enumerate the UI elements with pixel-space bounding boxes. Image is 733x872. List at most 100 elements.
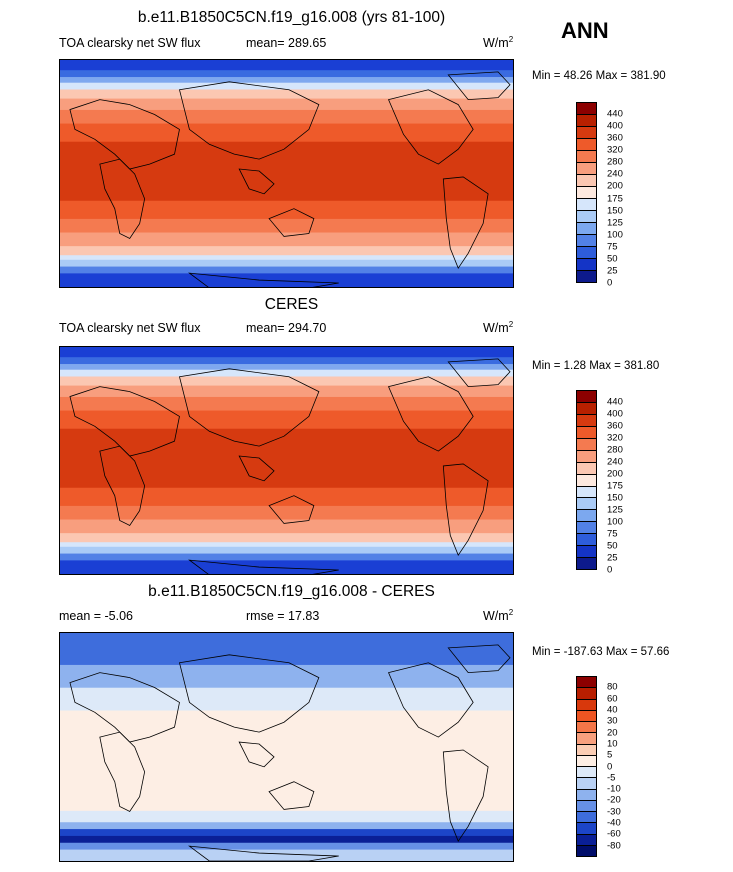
colorbar-tick-label: 440 (607, 108, 623, 120)
colorbar-swatch (577, 426, 596, 439)
panel1-units: W/m2 (483, 35, 514, 50)
map-latitude-band (60, 829, 513, 837)
colorbar-swatch (577, 677, 596, 689)
colorbar-swatch (577, 812, 596, 824)
colorbar-swatch (577, 767, 596, 779)
coastline (387, 376, 474, 452)
colorbar-swatch (577, 755, 596, 767)
coastline (178, 368, 320, 447)
coastline (387, 662, 474, 738)
panel1-minmax: Min = 48.26 Max = 381.90 (532, 70, 666, 82)
panel3-mean-label: mean = -5.06 (59, 609, 134, 623)
colorbar-tick-label: 360 (607, 420, 623, 432)
colorbar-swatch (577, 800, 596, 812)
panel2-variable-label: TOA clearsky net SW flux (59, 321, 201, 335)
map-latitude-band (60, 70, 513, 78)
colorbar-swatch (577, 139, 596, 151)
map-latitude-band (60, 428, 513, 489)
panel2-map (59, 346, 514, 575)
map-latitude-band (60, 710, 513, 812)
panel2-mean-label: mean= 294.70 (246, 321, 327, 335)
map-latitude-band (60, 246, 513, 256)
map-latitude-band (60, 822, 513, 830)
map-latitude-band (60, 255, 513, 261)
colorbar-swatch (577, 151, 596, 163)
map-latitude-band (60, 123, 513, 143)
colorbar-swatch (577, 834, 596, 846)
colorbar-swatch (577, 699, 596, 711)
colorbar-swatch (577, 522, 596, 535)
map-latitude-band (60, 232, 513, 247)
map-latitude-band (60, 141, 513, 202)
coastline (447, 644, 511, 674)
colorbar-swatch (577, 498, 596, 511)
map-latitude-band (60, 376, 513, 387)
coastline (442, 176, 489, 270)
colorbar-tick-label: -40 (607, 817, 621, 829)
colorbar-swatch (577, 789, 596, 801)
colorbar-tick-label: 50 (607, 253, 618, 265)
panel2-units: W/m2 (483, 320, 514, 335)
coastline (238, 455, 275, 482)
map-latitude-band (60, 98, 513, 111)
map-latitude-band (60, 364, 513, 371)
colorbar-tick-label: 440 (607, 396, 623, 408)
colorbar-swatch (577, 558, 596, 570)
map-latitude-band (60, 560, 513, 574)
colorbar-swatch (577, 474, 596, 487)
colorbar-swatch (577, 127, 596, 139)
colorbar-tick-label: 280 (607, 156, 623, 168)
colorbar-tick-label: 320 (607, 144, 623, 156)
colorbar-swatch (577, 462, 596, 475)
coastline (69, 672, 180, 743)
colorbar-swatch (577, 845, 596, 856)
panel1-map (59, 59, 514, 288)
colorbar-swatch (577, 486, 596, 499)
map-latitude-band (60, 77, 513, 84)
colorbar-swatch (577, 103, 596, 115)
map-latitude-band (60, 687, 513, 712)
colorbar-tick-label: 25 (607, 552, 618, 564)
panel3-units: W/m2 (483, 608, 514, 623)
colorbar-tick-label: 175 (607, 480, 623, 492)
colorbar-swatch (577, 247, 596, 259)
colorbar-swatch (577, 450, 596, 463)
coastline (387, 89, 474, 165)
map-latitude-band (60, 849, 513, 861)
map-latitude-band (60, 385, 513, 398)
colorbar-tick-label: 100 (607, 516, 623, 528)
colorbar-tick-label: 75 (607, 528, 618, 540)
colorbar-swatch (577, 710, 596, 722)
colorbar-swatch (577, 163, 596, 175)
panel2-title: CERES (264, 296, 319, 313)
map-latitude-band (60, 487, 513, 507)
coastline (238, 168, 275, 195)
colorbar-tick-label: 400 (607, 120, 623, 132)
map-latitude-band (60, 505, 513, 521)
map-latitude-band (60, 810, 513, 823)
panel3-map (59, 632, 514, 862)
colorbar-swatch (577, 546, 596, 559)
map-latitude-band (60, 533, 513, 543)
colorbar-swatch (577, 744, 596, 756)
coastline (268, 781, 315, 810)
map-latitude-band (60, 542, 513, 548)
colorbar-swatch (577, 688, 596, 700)
colorbar-swatch (577, 199, 596, 211)
colorbar-swatch (577, 187, 596, 199)
coastline (442, 749, 489, 843)
colorbar-tick-label: 30 (607, 715, 618, 727)
colorbar-tick-label: 280 (607, 444, 623, 456)
colorbar-tick-label: 75 (607, 241, 618, 253)
map-latitude-band (60, 546, 513, 555)
coastline (69, 99, 180, 170)
colorbar-tick-label: 100 (607, 229, 623, 241)
colorbar-tick-label: -5 (607, 772, 616, 784)
map-latitude-band (60, 842, 513, 851)
map-latitude-band (60, 369, 513, 378)
map-latitude-band (60, 519, 513, 534)
coastline (99, 445, 146, 526)
map-latitude-band (60, 259, 513, 268)
coastline (178, 654, 320, 733)
map-latitude-band (60, 396, 513, 412)
